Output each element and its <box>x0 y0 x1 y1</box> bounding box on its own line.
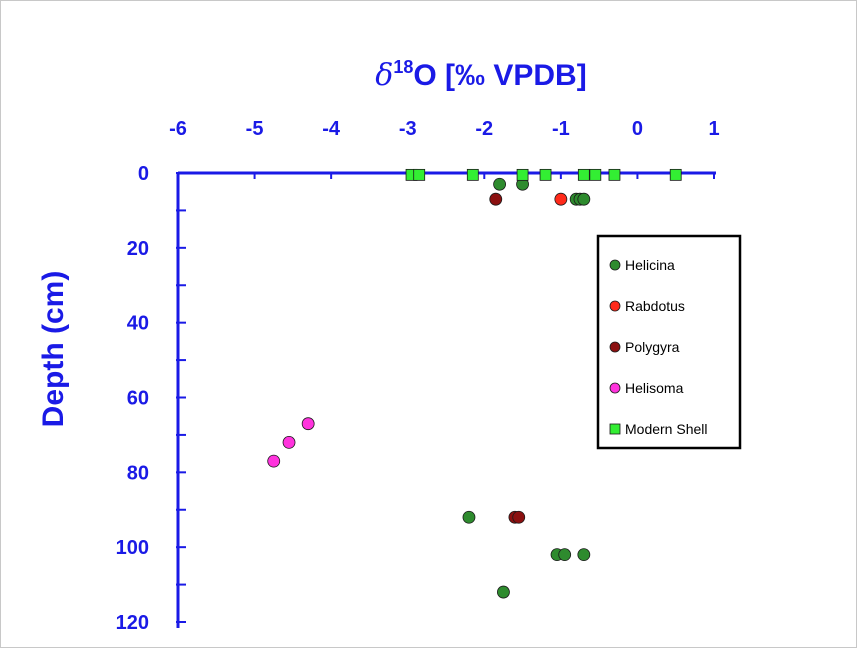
legend-label-helicina: Helicina <box>625 257 675 273</box>
x-tick-label: 0 <box>632 118 643 140</box>
legend: Helicina Rabdotus Polygyra Helisoma Modern S… <box>596 234 742 450</box>
helicina-point <box>577 548 591 562</box>
modern-shell-point <box>413 168 426 181</box>
x-tick-label: -6 <box>169 118 187 140</box>
y-tick-label: 40 <box>127 313 149 335</box>
title-rest: O [‰ VPDB] <box>413 59 586 92</box>
legend-marker-rabdotus <box>609 300 621 312</box>
x-tick-label: -1 <box>552 118 570 140</box>
helisoma-point <box>301 417 315 431</box>
legend-label-rabdotus: Rabdotus <box>625 298 685 314</box>
y-tick-label: 20 <box>127 238 149 260</box>
helicina-point <box>558 548 572 562</box>
modern-shell-point <box>608 168 621 181</box>
modern-shell-point <box>669 168 682 181</box>
chart-title: δ18O [‰ VPDB] <box>375 57 586 93</box>
helisoma-point <box>282 435 296 449</box>
y-tick-label: 120 <box>116 612 149 634</box>
helicina-point <box>497 585 510 599</box>
legend-marker-polygyra <box>609 341 621 353</box>
helicina-point <box>577 192 591 206</box>
modern-shell-point <box>577 168 590 181</box>
x-tick-label: -3 <box>399 118 417 140</box>
rabdotus-point <box>554 192 568 206</box>
x-tick-label: -5 <box>246 118 264 140</box>
legend-box <box>596 234 742 450</box>
legend-label-polygyra: Polygyra <box>625 339 680 355</box>
data-marks <box>267 168 682 599</box>
modern-shell-point <box>539 168 552 181</box>
y-tick-label: 100 <box>116 537 149 559</box>
modern-shell-point <box>589 168 602 181</box>
legend-marker-helicina <box>609 259 621 271</box>
title-delta-symbol: δ <box>375 58 393 93</box>
title-superscript: 18 <box>393 57 413 77</box>
y-tick-label: 0 <box>138 163 149 185</box>
modern-shell-point <box>516 168 529 181</box>
polygyra-point <box>512 510 526 524</box>
legend-marker-helisoma <box>609 382 621 394</box>
y-tick-label: 60 <box>127 388 149 410</box>
legend-marker-modern-shell <box>609 423 621 435</box>
helicina-point <box>493 177 507 191</box>
helisoma-point <box>267 454 281 468</box>
helicina-point <box>462 510 476 524</box>
modern-shell-point <box>466 168 479 181</box>
legend-label-helisoma: Helisoma <box>625 380 684 396</box>
y-tick-label: 80 <box>127 462 149 484</box>
x-tick-label: 1 <box>708 118 719 140</box>
x-tick-label: -2 <box>475 118 493 140</box>
y-axis-label: Depth (cm) <box>37 271 70 428</box>
x-tick-label: -4 <box>322 118 341 140</box>
polygyra-point <box>489 192 503 206</box>
legend-label-modern-shell: Modern Shell <box>625 421 708 437</box>
